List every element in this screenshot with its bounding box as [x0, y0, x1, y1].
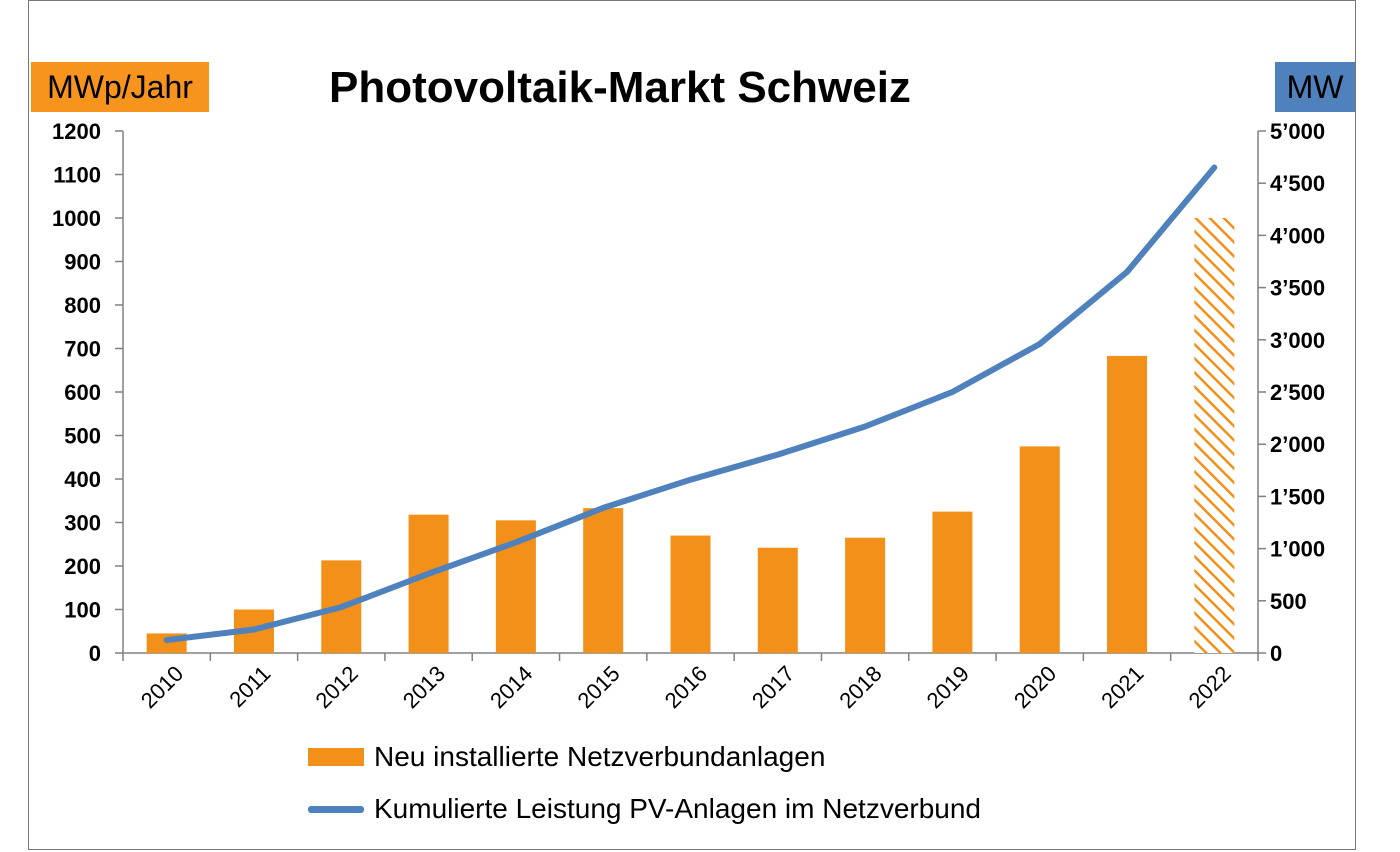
right-tick-label: 3’500	[1270, 276, 1325, 301]
bar	[408, 514, 449, 653]
bar	[1019, 446, 1060, 653]
x-tick-label: 2014	[485, 661, 537, 713]
chart-title: Photovoltaik-Markt Schweiz	[329, 63, 911, 112]
left-tick-label: 1200	[52, 119, 101, 144]
left-tick-label: 0	[89, 641, 101, 666]
x-tick-label: 2011	[224, 661, 275, 712]
left-axis-unit-badge: MWp/Jahr	[31, 62, 209, 112]
left-tick-label: 700	[64, 337, 101, 362]
left-tick-label: 600	[64, 380, 101, 405]
x-tick-label: 2012	[311, 661, 363, 713]
left-tick-label: 1100	[53, 163, 101, 188]
right-tick-label: 3’000	[1270, 328, 1325, 353]
x-tick-label: 2015	[572, 661, 624, 713]
right-tick-label: 2’000	[1270, 432, 1325, 457]
legend-label-line: Kumulierte Leistung PV-Anlagen im Netzve…	[374, 793, 982, 824]
right-tick-label: 4’000	[1270, 223, 1325, 248]
legend-swatch-bar	[308, 748, 364, 766]
left-tick-label: 800	[64, 293, 101, 318]
left-tick-label: 900	[64, 250, 101, 275]
right-tick-label: 1’500	[1270, 484, 1325, 509]
legend-item-bars: Neu installierte Netzverbundanlagen	[308, 737, 825, 777]
left-tick-label: 200	[64, 554, 101, 579]
x-tick-label: 2021	[1096, 661, 1148, 713]
bar	[583, 508, 624, 653]
right-tick-label: 5’000	[1270, 119, 1325, 144]
bar	[1107, 355, 1148, 653]
bar-forecast	[1194, 218, 1235, 653]
left-tick-label: 100	[64, 598, 101, 623]
x-tick-label: 2010	[136, 661, 188, 713]
x-tick-label: 2017	[747, 661, 799, 713]
legend-item-line: Kumulierte Leistung PV-Anlagen im Netzve…	[308, 789, 981, 829]
right-tick-label: 1’000	[1270, 537, 1325, 562]
right-tick-label: 2’500	[1270, 380, 1325, 405]
right-axis-unit-badge: MW	[1275, 62, 1355, 112]
right-tick-label: 0	[1270, 641, 1282, 666]
x-tick-label: 2013	[398, 661, 450, 713]
legend-label-bars: Neu installierte Netzverbundanlagen	[374, 741, 826, 772]
left-tick-label: 400	[64, 467, 101, 492]
x-tick-label: 2018	[834, 661, 886, 713]
legend-swatch-line	[308, 805, 364, 813]
bar	[670, 535, 711, 653]
bar	[757, 547, 798, 653]
bar	[932, 511, 973, 653]
left-tick-label: 300	[64, 511, 101, 536]
x-tick-label: 2020	[1009, 661, 1061, 713]
right-tick-label: 4’500	[1270, 171, 1325, 196]
bar	[845, 537, 886, 653]
cumulative-line	[163, 164, 1218, 643]
x-tick-label: 2016	[660, 661, 712, 713]
x-tick-label: 2019	[922, 661, 974, 713]
x-tick-label: 2022	[1184, 661, 1236, 713]
left-tick-label: 1000	[52, 206, 101, 231]
left-tick-label: 500	[64, 424, 101, 449]
right-tick-label: 500	[1270, 589, 1307, 614]
